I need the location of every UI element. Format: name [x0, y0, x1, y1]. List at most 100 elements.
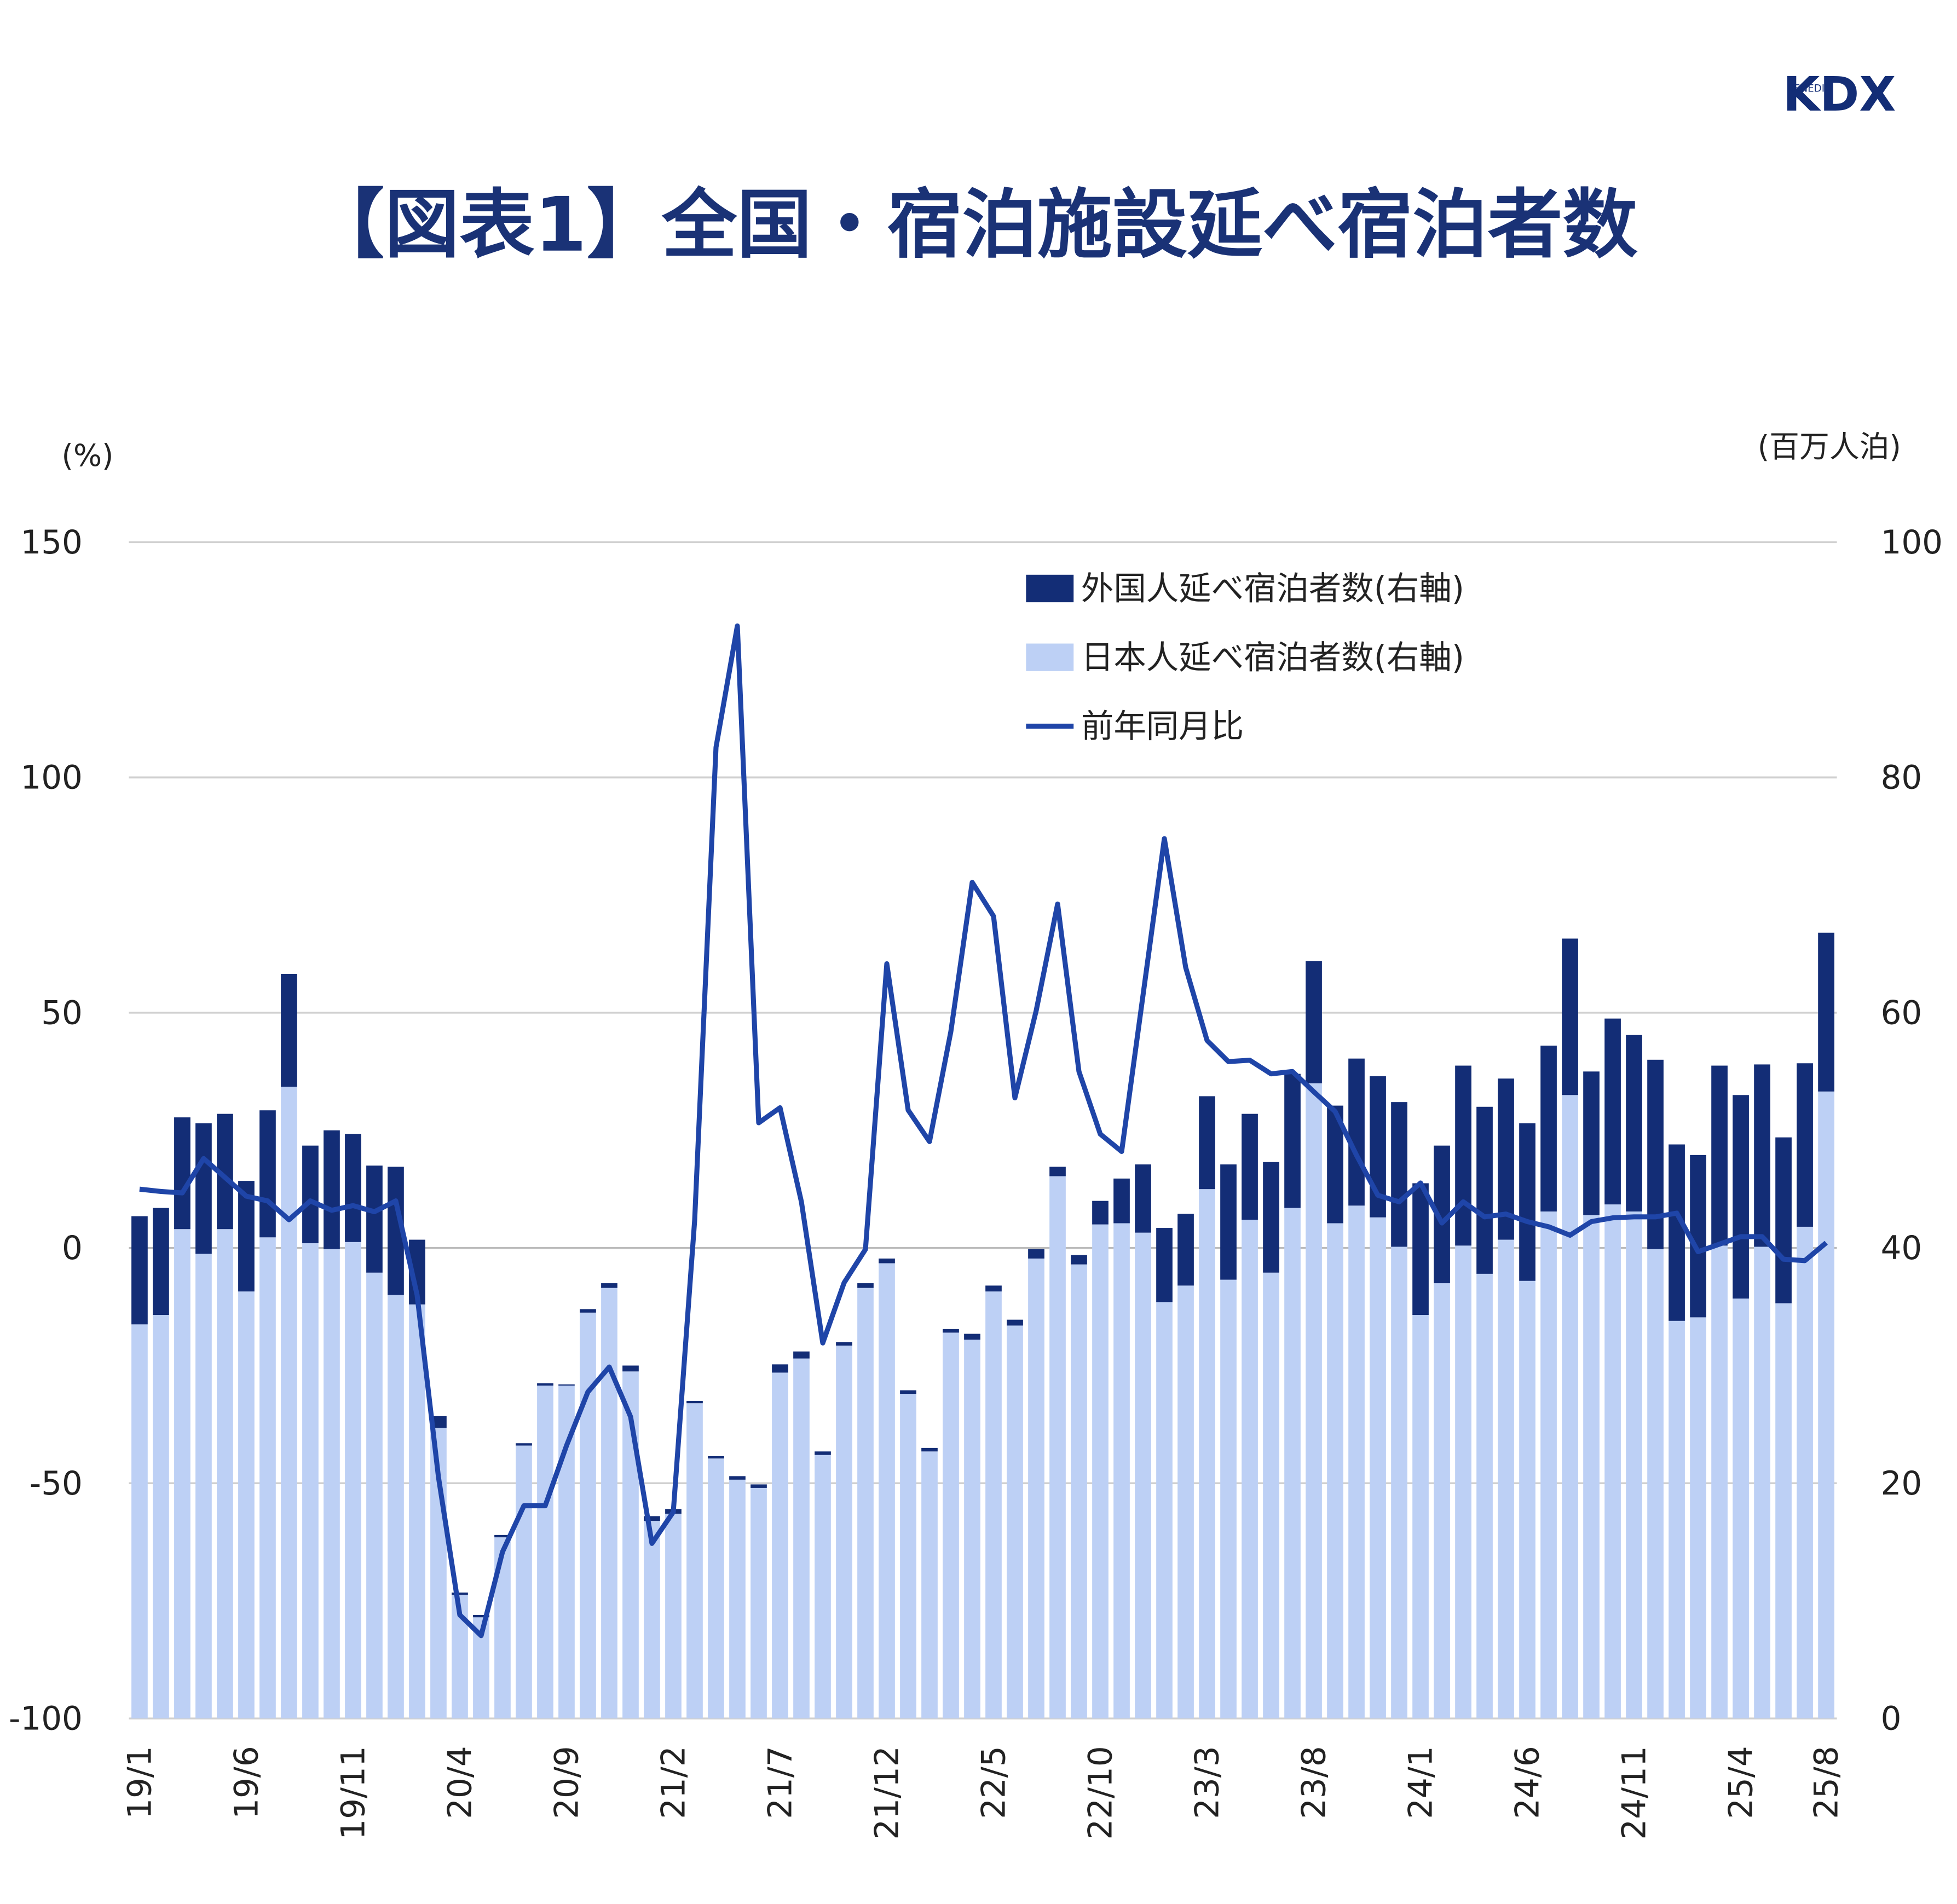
- bar: [259, 1237, 276, 1719]
- bar: [1476, 1106, 1493, 1274]
- bar: [879, 1263, 895, 1719]
- bar: [1348, 1205, 1365, 1719]
- bar: [622, 1365, 639, 1372]
- bar: [1818, 932, 1834, 1092]
- bar: [1519, 1280, 1535, 1719]
- bar: [1242, 1113, 1258, 1220]
- y2-tick-label: 20: [1881, 1465, 1923, 1503]
- bar: [921, 1451, 938, 1719]
- bar: [1263, 1272, 1279, 1719]
- bar: [1199, 1096, 1215, 1190]
- y-axis-label: (%): [62, 438, 114, 473]
- bar: [1177, 1214, 1194, 1286]
- x-tick-label: 21/12: [869, 1746, 907, 1839]
- x-tick-label: 21/7: [762, 1746, 800, 1819]
- bar: [1412, 1183, 1429, 1316]
- bar: [1583, 1215, 1600, 1719]
- bar: [324, 1130, 340, 1249]
- legend-label: 前年同月比: [1081, 708, 1244, 746]
- bar: [921, 1447, 938, 1452]
- y2-axis-label: (百万人泊): [1758, 429, 1901, 464]
- bar: [964, 1334, 980, 1340]
- bar: [793, 1358, 810, 1719]
- legend-swatch: [1026, 643, 1074, 671]
- bar: [644, 1521, 660, 1719]
- bar: [153, 1315, 169, 1719]
- x-tick-label: 19/11: [335, 1746, 373, 1839]
- bar: [1049, 1176, 1066, 1719]
- bar: [879, 1258, 895, 1263]
- bar: [537, 1383, 553, 1386]
- bar: [1391, 1102, 1407, 1247]
- y2-tick-label: 80: [1881, 759, 1923, 797]
- bar: [1604, 1018, 1621, 1205]
- bar: [836, 1342, 852, 1346]
- bar: [900, 1390, 916, 1394]
- bar: [943, 1332, 959, 1719]
- bar: [388, 1295, 404, 1719]
- bar: [772, 1372, 788, 1719]
- y2-tick-label: 0: [1881, 1700, 1902, 1738]
- bar: [943, 1329, 959, 1333]
- bar: [1754, 1247, 1770, 1719]
- y2-tick-label: 40: [1881, 1230, 1923, 1267]
- bar: [452, 1593, 468, 1595]
- bar: [1775, 1137, 1792, 1303]
- bar: [1092, 1201, 1109, 1225]
- bar: [1113, 1223, 1130, 1719]
- x-tick-label: 22/5: [975, 1746, 1013, 1819]
- x-tick-label: 24/1: [1402, 1746, 1440, 1819]
- bar: [1455, 1065, 1471, 1246]
- bar: [366, 1272, 383, 1719]
- bar: [217, 1229, 233, 1719]
- x-tick-label: 25/4: [1723, 1746, 1760, 1819]
- bar: [1647, 1249, 1664, 1719]
- x-tick-label: 20/4: [442, 1746, 480, 1819]
- x-tick-label: 23/8: [1296, 1746, 1333, 1819]
- bar: [1391, 1247, 1407, 1719]
- y2-tick-label: 60: [1881, 994, 1923, 1032]
- y-tick-label: 100: [20, 759, 82, 797]
- bar: [174, 1229, 190, 1719]
- bar: [537, 1385, 553, 1719]
- x-tick-label: 24/6: [1509, 1746, 1547, 1819]
- bar: [1284, 1208, 1301, 1719]
- bar: [1519, 1123, 1535, 1281]
- bar: [302, 1145, 319, 1243]
- bar: [1242, 1220, 1258, 1719]
- bar: [1156, 1302, 1173, 1719]
- bar: [857, 1283, 874, 1288]
- bar: [1797, 1226, 1813, 1719]
- bar: [857, 1288, 874, 1719]
- bar: [259, 1110, 276, 1238]
- bar: [793, 1351, 810, 1359]
- bar: [686, 1400, 703, 1404]
- bar: [1220, 1279, 1237, 1719]
- bar: [1049, 1167, 1066, 1176]
- bar: [1540, 1211, 1557, 1719]
- bar: [473, 1614, 489, 1618]
- bar: [516, 1443, 532, 1446]
- x-tick-label: 21/2: [655, 1746, 693, 1819]
- bar: [985, 1285, 1002, 1292]
- bar: [1434, 1283, 1450, 1719]
- bar: [1306, 961, 1322, 1083]
- bar: [1754, 1064, 1770, 1247]
- bar: [665, 1514, 682, 1719]
- bar: [1797, 1063, 1813, 1227]
- bar: [1284, 1074, 1301, 1208]
- bar: [324, 1249, 340, 1719]
- bar: [131, 1324, 148, 1719]
- bar: [772, 1364, 788, 1373]
- bar: [1498, 1239, 1514, 1719]
- x-tick-label: 25/8: [1808, 1746, 1846, 1819]
- bar: [1540, 1046, 1557, 1211]
- x-tick-label: 24/11: [1616, 1746, 1654, 1839]
- bar: [494, 1534, 511, 1538]
- bar: [1113, 1178, 1130, 1224]
- bar: [131, 1216, 148, 1325]
- bar: [686, 1403, 703, 1719]
- bar: [1071, 1255, 1087, 1265]
- bar: [1028, 1258, 1044, 1719]
- x-tick-label: 19/6: [228, 1746, 266, 1819]
